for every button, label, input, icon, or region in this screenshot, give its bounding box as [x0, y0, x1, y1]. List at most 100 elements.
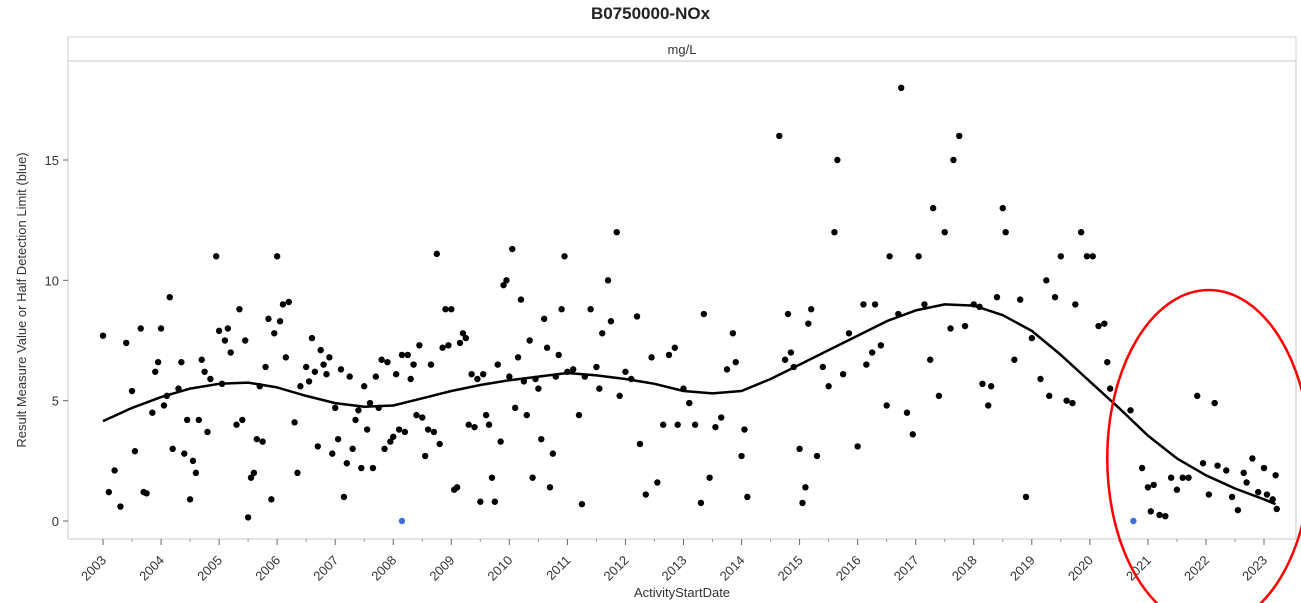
y-tick-label: 5 [52, 394, 59, 409]
data-point [927, 356, 934, 363]
data-point [674, 421, 681, 428]
x-tick-label: 2018 [949, 553, 980, 584]
x-tick-label: 2022 [1181, 553, 1212, 584]
data-point [648, 354, 655, 361]
data-point [897, 84, 905, 92]
data-point [416, 342, 423, 349]
data-point [262, 363, 269, 371]
data-point [613, 229, 620, 236]
data-point [128, 387, 136, 395]
data-point [1167, 474, 1175, 481]
data-point [1002, 229, 1009, 236]
data-point [424, 426, 432, 433]
x-tick-label: 2019 [1007, 553, 1038, 584]
data-point [523, 411, 530, 419]
data-point [1214, 462, 1221, 469]
x-tick-label: 2009 [426, 553, 457, 584]
data-point [117, 503, 124, 510]
data-point [183, 416, 191, 424]
data-point [207, 375, 214, 383]
data-point [729, 330, 737, 337]
highlight-circle [1106, 288, 1301, 603]
data-point [787, 349, 795, 356]
data-point [468, 370, 475, 378]
data-point [863, 361, 870, 368]
data-point [1205, 491, 1213, 498]
data-point [152, 368, 159, 375]
data-point [1173, 486, 1181, 493]
data-point [506, 373, 513, 380]
data-point [1051, 293, 1059, 301]
data-point [1138, 464, 1146, 472]
data-point [433, 250, 440, 258]
data-point [436, 440, 443, 448]
detection-limit-point [1130, 517, 1137, 525]
data-point [311, 368, 319, 375]
data-point [961, 322, 969, 330]
data-point [781, 356, 789, 363]
data-point [526, 337, 533, 344]
data-point [410, 361, 417, 368]
data-point [868, 349, 876, 356]
data-point [718, 414, 725, 421]
data-point [686, 399, 693, 407]
data-point [1083, 253, 1091, 260]
data-point [123, 339, 130, 347]
data-point [1127, 407, 1134, 414]
data-point [802, 484, 809, 491]
data-point [149, 409, 156, 416]
data-point [233, 421, 240, 428]
data-point [854, 443, 861, 450]
data-point [1095, 322, 1102, 330]
data-point [808, 306, 815, 313]
data-point [593, 363, 600, 371]
data-point [1273, 505, 1280, 513]
data-point [401, 428, 409, 436]
data-point [381, 445, 388, 452]
data-point [587, 306, 594, 313]
data-point [1228, 493, 1236, 501]
data-point [511, 404, 519, 412]
data-point [1063, 397, 1070, 404]
data-point [111, 467, 118, 474]
data-point [366, 399, 374, 407]
data-point [369, 464, 377, 472]
data-point [1028, 334, 1036, 342]
data-point [500, 281, 507, 289]
data-point [378, 356, 385, 363]
data-point [485, 421, 493, 428]
data-point [947, 325, 954, 332]
data-point [137, 325, 144, 332]
data-point [616, 392, 623, 400]
data-point [105, 488, 113, 496]
data-point [784, 310, 792, 318]
data-point [700, 310, 708, 318]
data-point [314, 443, 321, 450]
data-point [950, 156, 957, 164]
plot-area [67, 60, 1297, 540]
data-point [538, 435, 545, 443]
data-point [244, 514, 252, 521]
data-point [372, 373, 380, 380]
data-point [175, 385, 182, 392]
x-tick-label: 2020 [1065, 553, 1096, 584]
data-point [273, 253, 281, 260]
data-point [291, 419, 298, 426]
data-point [1106, 385, 1114, 392]
data-point [439, 344, 446, 351]
data-point [181, 450, 188, 457]
x-tick-label: 2006 [252, 553, 283, 584]
data-point [799, 499, 806, 507]
data-point [886, 253, 893, 260]
data-point [860, 301, 867, 308]
data-point [1150, 481, 1157, 489]
data-point [332, 404, 339, 412]
data-point [744, 493, 751, 501]
data-point [198, 356, 205, 363]
x-tick-label: 2010 [484, 553, 515, 584]
data-point [427, 361, 435, 368]
data-point [352, 416, 359, 424]
data-point [227, 349, 234, 356]
data-point [390, 433, 397, 440]
data-point [599, 330, 606, 337]
